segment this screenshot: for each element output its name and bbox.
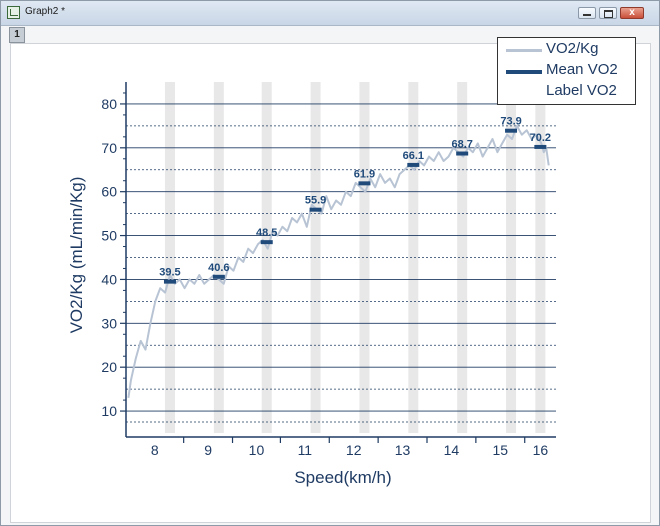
mean-marker <box>456 151 469 156</box>
x-tick-label: 9 <box>204 442 212 458</box>
legend-label-label: Label VO2 <box>546 82 617 99</box>
legend[interactable]: VO2/Kg Mean VO2 Label VO2 <box>497 37 636 105</box>
x-tick-label: 11 <box>298 442 313 458</box>
close-button[interactable]: x <box>620 7 644 19</box>
y-tick-label: 40 <box>101 271 117 287</box>
mean-label: 73.9 <box>500 116 521 128</box>
band <box>164 82 175 433</box>
mean-markers: 39.5 40.6 48.5 55.9 61.9 66.1 68.7 73.9 70.2 <box>159 116 551 284</box>
legend-swatch-mean <box>506 70 542 74</box>
legend-label-vo2: VO2/Kg <box>546 40 599 57</box>
layer-tab[interactable]: 1 <box>9 27 25 43</box>
x-axis-label: Speed(km/h) <box>294 468 391 487</box>
x-tick-label: 16 <box>533 442 549 458</box>
legend-swatch-vo2 <box>506 49 542 52</box>
mean-label: 55.9 <box>305 195 326 207</box>
y-tick-label: 20 <box>101 359 117 375</box>
mean-marker <box>163 279 176 284</box>
y-tick-label: 80 <box>101 96 117 112</box>
legend-label-mean: Mean VO2 <box>546 61 618 78</box>
window-title: Graph2 * <box>25 6 66 17</box>
mean-label: 61.9 <box>354 168 375 180</box>
minimize-button[interactable] <box>578 7 596 19</box>
legend-item-vo2: VO2/Kg <box>498 40 635 60</box>
mean-label: 68.7 <box>451 139 472 151</box>
legend-item-label: Label VO2 <box>498 82 635 102</box>
y-tick-label: 30 <box>101 315 117 331</box>
mean-label: 70.2 <box>530 132 551 144</box>
band <box>408 82 419 433</box>
graph-icon <box>7 6 20 19</box>
x-tick-label: 14 <box>444 442 460 458</box>
vo2-line <box>127 124 550 399</box>
band <box>359 82 370 433</box>
x-tick-label: 10 <box>249 442 265 458</box>
legend-item-mean: Mean VO2 <box>498 61 635 81</box>
mean-label: 40.6 <box>208 262 229 274</box>
mean-marker <box>407 162 420 167</box>
axes: 10 20 30 40 50 60 70 80 8 9 10 11 12 13 14 15 16 <box>101 82 556 458</box>
mean-marker <box>260 240 273 245</box>
mean-marker <box>309 207 322 212</box>
y-tick-label: 60 <box>101 184 117 200</box>
x-tick-label: 12 <box>346 442 362 458</box>
mean-label: 39.5 <box>159 267 180 279</box>
mean-marker <box>505 128 518 133</box>
series-layer <box>127 124 550 399</box>
y-axis-label: VO2/Kg (mL/min/Kg) <box>67 177 86 334</box>
y-tick-label: 50 <box>101 228 117 244</box>
window-titlebar[interactable]: Graph2 * x <box>1 1 659 26</box>
mean-marker <box>212 274 225 279</box>
x-tick-label: 15 <box>493 442 509 458</box>
x-tick-label: 8 <box>151 442 159 458</box>
mean-label: 66.1 <box>403 150 424 162</box>
mean-marker <box>358 181 371 186</box>
y-tick-label: 70 <box>101 140 117 156</box>
y-tick-label: 10 <box>101 403 117 419</box>
band <box>535 82 546 433</box>
x-tick-label: 13 <box>395 442 411 458</box>
grid-lines <box>126 103 556 423</box>
maximize-button[interactable] <box>599 7 617 19</box>
mean-marker <box>534 144 547 149</box>
mean-label: 48.5 <box>256 227 277 239</box>
